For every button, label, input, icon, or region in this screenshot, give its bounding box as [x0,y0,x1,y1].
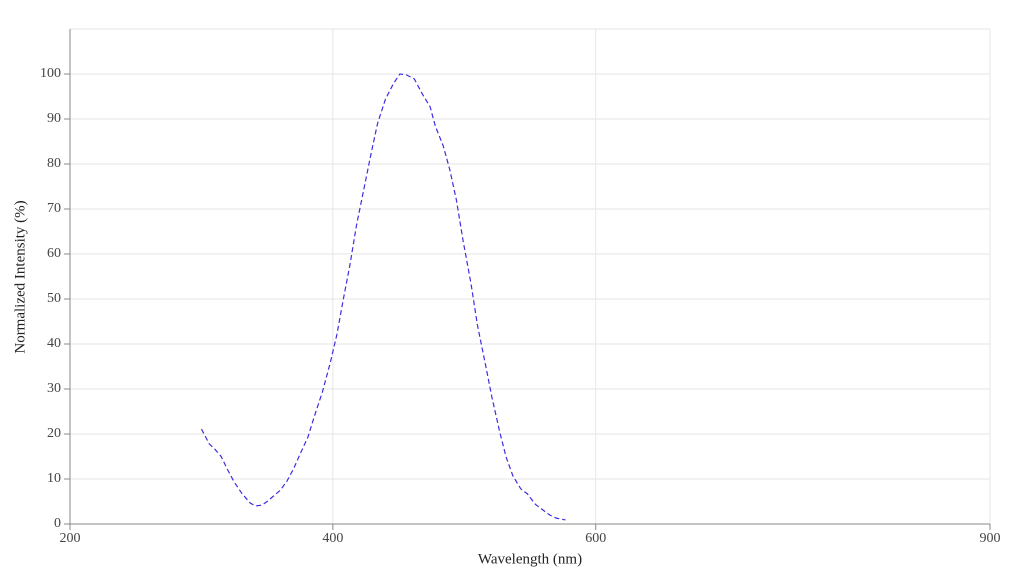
y-tick-label: 90 [47,111,61,126]
data-line [200,73,566,521]
y-tick-label: 0 [54,516,61,531]
y-tick-label: 50 [47,291,61,306]
plot-frame [69,28,991,525]
x-tick-label: 400 [322,531,343,546]
x-tick-label: 900 [980,531,1001,546]
y-tick-label: 10 [47,471,61,486]
y-tick-label: 20 [47,426,61,441]
x-axis-label: Wavelength (nm) [478,551,582,567]
y-tick-label: 60 [47,246,61,261]
y-axis-label: Normalized Intensity (%) [12,200,28,353]
x-tick-label: 200 [60,531,81,546]
y-tick-label: 100 [40,66,61,81]
y-tick-label: 40 [47,336,61,351]
y-tick-label: 30 [47,381,61,396]
y-tick-label: 70 [47,201,61,216]
x-tick-label: 600 [585,531,606,546]
y-tick-label: 80 [47,156,61,171]
